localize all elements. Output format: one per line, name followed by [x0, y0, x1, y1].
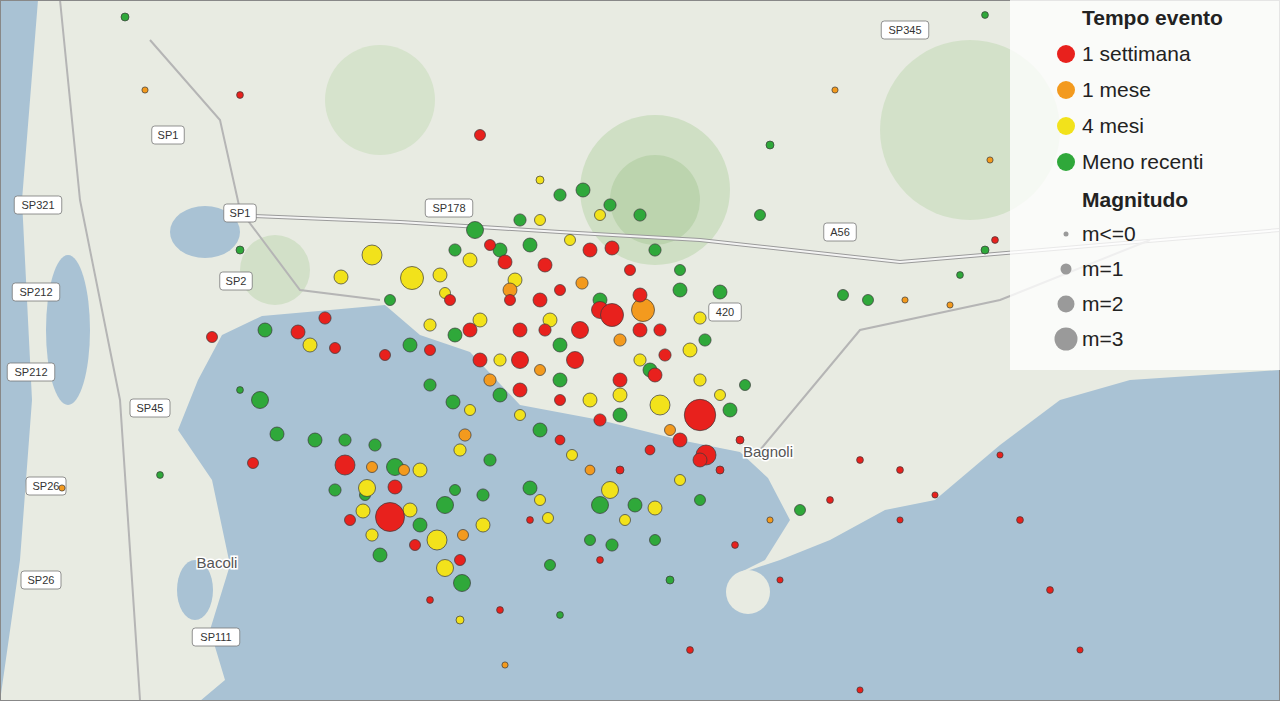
- svg-text:420: 420: [716, 306, 734, 318]
- svg-text:SP1: SP1: [230, 207, 251, 219]
- svg-text:SP212: SP212: [19, 286, 52, 298]
- svg-text:SP1: SP1: [158, 129, 179, 141]
- html-text:m<=0: m<=0: [1082, 221, 1136, 245]
- svg-text:SP178: SP178: [432, 202, 465, 214]
- svg-text:SP212: SP212: [14, 366, 47, 378]
- html-text:m=1: m=1: [1082, 256, 1124, 280]
- html-text:4 mesi: 4 mesi: [1082, 114, 1144, 137]
- svg-text:SP45: SP45: [137, 402, 164, 414]
- svg-text:SP321: SP321: [21, 199, 54, 211]
- html-text:Tempo evento: Tempo evento: [1082, 6, 1223, 29]
- svg-text:SP26: SP26: [33, 480, 60, 492]
- html-text:m=3: m=3: [1082, 326, 1124, 350]
- svg-text:Bagnoli: Bagnoli: [743, 443, 793, 460]
- html-text:1 settimana: 1 settimana: [1082, 42, 1191, 65]
- svg-text:SP2: SP2: [226, 275, 247, 287]
- svg-text:SP26: SP26: [28, 574, 55, 586]
- svg-text:SP345: SP345: [888, 24, 921, 36]
- svg-text:Bacoli: Bacoli: [197, 554, 238, 571]
- html-text:1 mese: 1 mese: [1082, 78, 1151, 101]
- svg-text:A56: A56: [830, 226, 850, 238]
- html-text:Meno recenti: Meno recenti: [1082, 150, 1204, 173]
- svg-text:SP111: SP111: [200, 631, 231, 643]
- html-text:Magnitudo: Magnitudo: [1082, 188, 1189, 211]
- html-text:m=2: m=2: [1082, 291, 1124, 315]
